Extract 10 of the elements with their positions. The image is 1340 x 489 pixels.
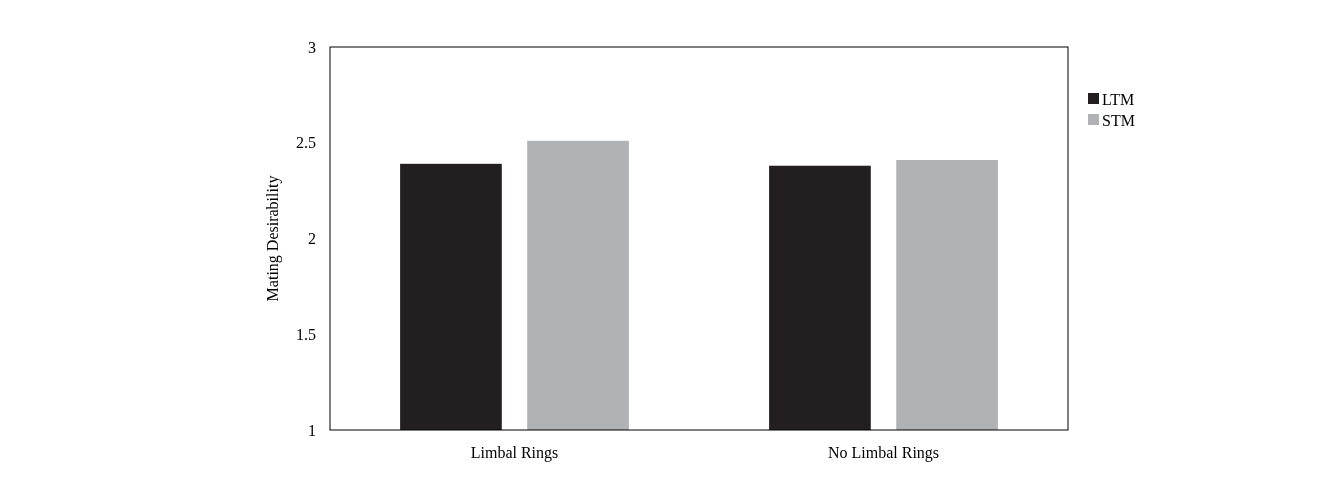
x-tick-label: No Limbal Rings: [827, 444, 940, 462]
legend-label: LTM: [1102, 90, 1135, 108]
y-tick-label: 1: [308, 421, 316, 439]
y-tick-label: 2.5: [296, 134, 316, 152]
y-tick-label: 3: [308, 38, 316, 56]
y-axis-title: Mating Desirability: [264, 175, 282, 302]
y-tick-label: 2: [308, 230, 316, 248]
legend-label: STM: [1102, 111, 1135, 129]
x-tick-label: Limbal Rings: [470, 444, 559, 462]
y-tick-label: 1.5: [296, 325, 316, 343]
